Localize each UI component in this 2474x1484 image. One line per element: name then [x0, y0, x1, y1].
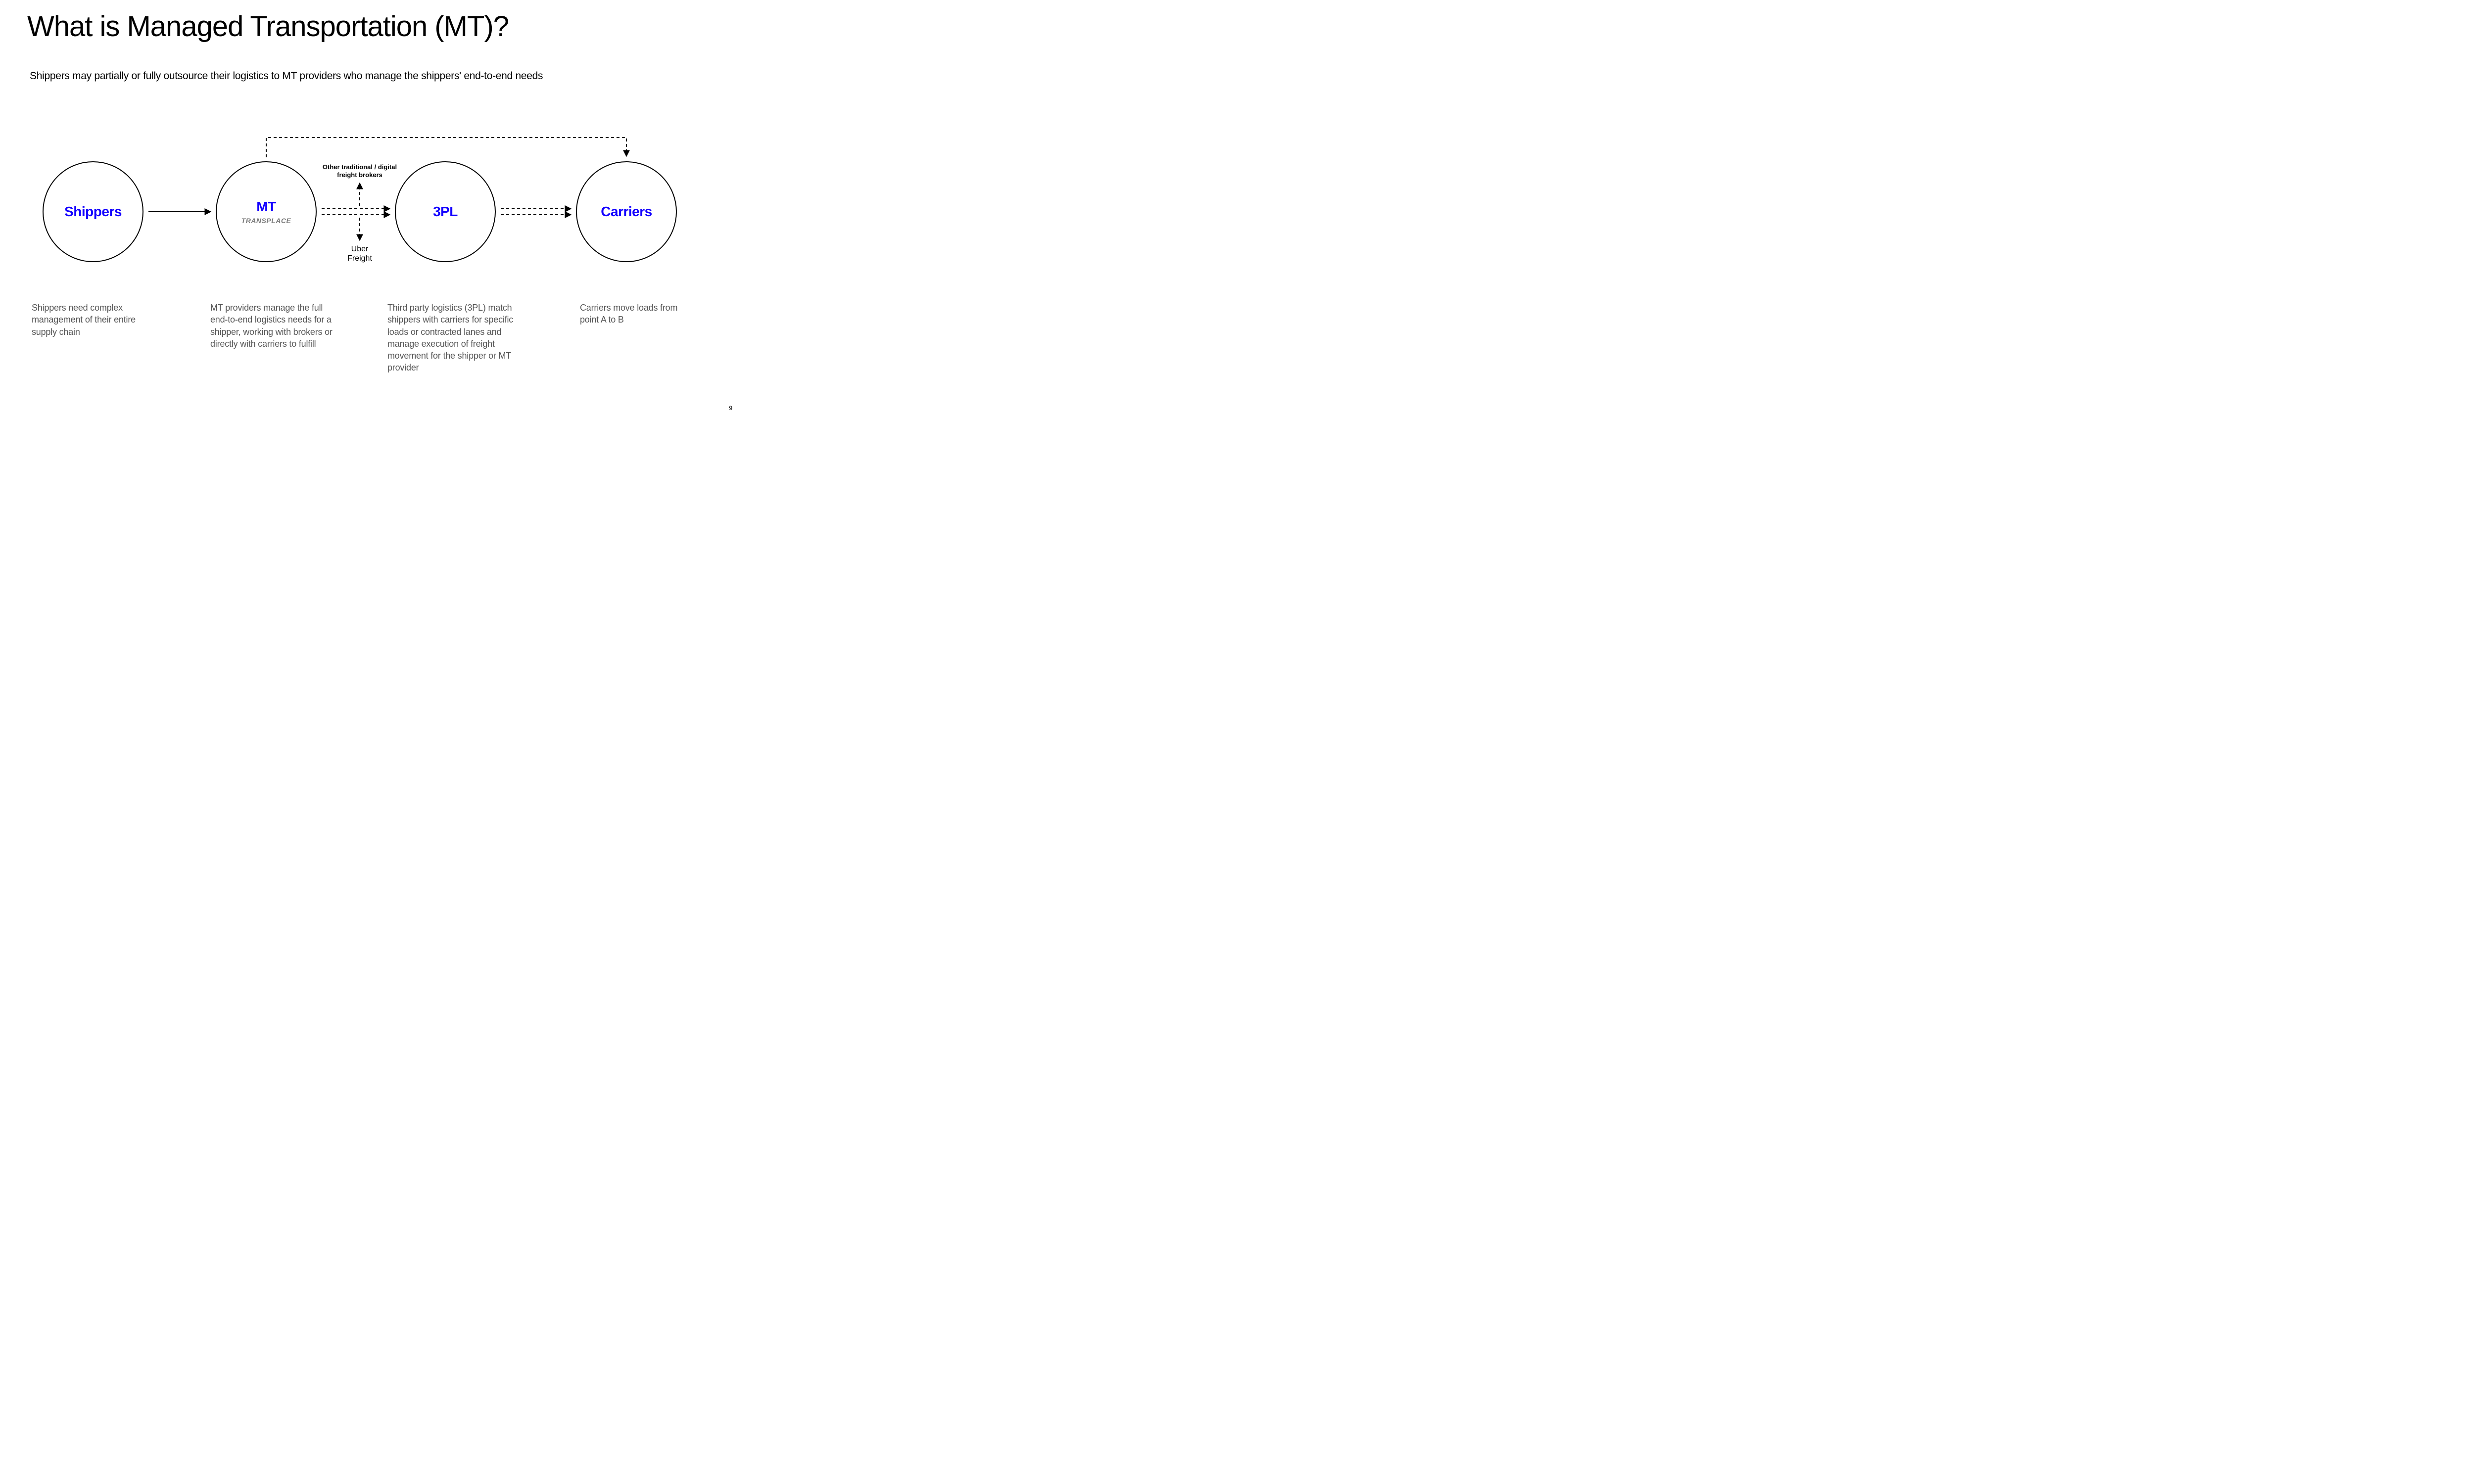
- node-mt: MT TRANSPLACE: [216, 161, 317, 262]
- desc-3pl: Third party logistics (3PL) match shippe…: [387, 302, 521, 374]
- desc-carriers: Carriers move loads from point A to B: [580, 302, 689, 326]
- edge-mt-carriers-top: [266, 138, 626, 157]
- annot-top-l2: freight brokers: [337, 171, 382, 179]
- annot-bottom-l1: Uber: [351, 245, 369, 253]
- annot-top: Other traditional / digital freight brok…: [320, 163, 399, 179]
- node-carriers: Carriers: [576, 161, 677, 262]
- annot-bottom: Uber Freight: [340, 244, 380, 263]
- desc-shippers: Shippers need complex management of thei…: [32, 302, 160, 338]
- node-3pl-label: 3PL: [433, 204, 458, 220]
- slide: What is Managed Transportation (MT)? Shi…: [0, 0, 742, 417]
- annot-top-l1: Other traditional / digital: [323, 163, 397, 171]
- node-shippers-label: Shippers: [64, 204, 122, 220]
- desc-mt: MT providers manage the full end-to-end …: [210, 302, 339, 350]
- node-mt-sublabel: TRANSPLACE: [241, 217, 291, 225]
- node-carriers-label: Carriers: [601, 204, 652, 220]
- page-number: 9: [729, 405, 732, 412]
- node-mt-label: MT: [256, 199, 276, 215]
- annot-bottom-l2: Freight: [347, 254, 372, 263]
- node-shippers: Shippers: [43, 161, 143, 262]
- node-3pl: 3PL: [395, 161, 496, 262]
